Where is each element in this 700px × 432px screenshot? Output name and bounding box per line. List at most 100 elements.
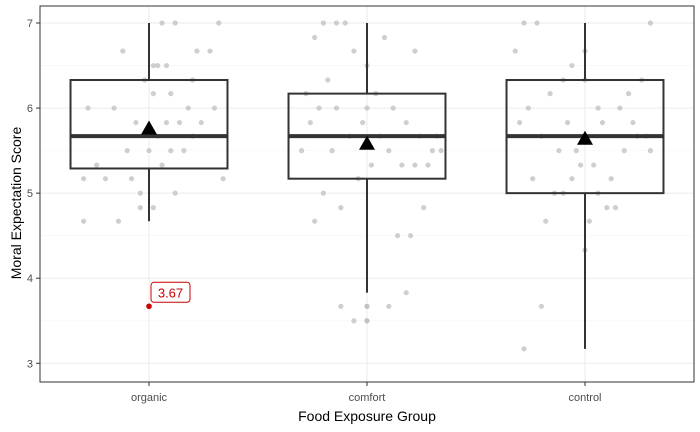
mean-marker	[141, 120, 157, 135]
data-point	[621, 148, 627, 154]
data-point	[342, 20, 348, 26]
data-point	[578, 162, 584, 168]
data-point	[390, 105, 396, 111]
data-point	[538, 303, 545, 309]
highlighted-point	[146, 303, 152, 310]
data-point	[512, 48, 518, 54]
y-tick-label: 3	[27, 358, 33, 370]
data-point	[521, 346, 527, 352]
data-point	[647, 20, 654, 26]
data-point	[320, 190, 326, 196]
data-point	[150, 205, 156, 211]
points-layer	[81, 20, 654, 352]
data-point	[333, 105, 340, 111]
data-point	[312, 34, 318, 41]
data-point	[163, 119, 170, 126]
outlier-label-box	[150, 281, 191, 303]
data-point	[569, 62, 575, 69]
data-point	[630, 119, 636, 126]
data-point	[325, 77, 331, 83]
data-point	[556, 148, 562, 154]
data-point	[120, 48, 126, 54]
data-point	[591, 162, 597, 168]
data-point	[364, 318, 370, 324]
data-point	[586, 218, 592, 224]
data-point	[150, 91, 156, 97]
data-point	[146, 148, 152, 154]
data-point	[216, 20, 222, 26]
data-point	[608, 176, 614, 182]
y-tick-label: 6	[27, 103, 33, 115]
data-point	[386, 303, 392, 309]
x-axis: organic comfort control	[131, 382, 602, 404]
data-point	[364, 303, 370, 309]
data-point	[185, 105, 191, 111]
boxes-layer	[69, 23, 665, 349]
data-point	[150, 62, 156, 69]
y-axis: 3 4 5 6 7	[27, 18, 40, 370]
data-point	[338, 303, 344, 309]
data-point	[612, 205, 619, 211]
data-point	[320, 20, 326, 26]
data-point	[521, 20, 527, 26]
data-point	[381, 34, 388, 41]
data-point	[525, 105, 531, 111]
data-point	[604, 205, 610, 211]
data-point	[429, 148, 435, 154]
data-point	[159, 20, 165, 26]
data-point	[168, 91, 174, 97]
data-point	[351, 48, 357, 54]
data-point	[137, 190, 143, 196]
data-point	[626, 91, 632, 97]
y-tick-label: 4	[27, 273, 33, 285]
x-tick-label: organic	[131, 392, 168, 404]
data-point	[316, 105, 322, 111]
data-point	[647, 148, 654, 154]
data-point	[517, 119, 523, 126]
data-point	[399, 162, 405, 168]
data-point	[102, 176, 108, 182]
data-point	[155, 62, 161, 69]
data-point	[386, 148, 392, 154]
data-point	[115, 218, 122, 224]
x-tick-label: comfort	[349, 392, 386, 404]
data-point	[403, 119, 409, 126]
data-point	[364, 105, 370, 111]
data-point	[617, 105, 623, 111]
data-point	[172, 190, 178, 196]
data-point	[220, 176, 226, 182]
data-point	[329, 148, 335, 154]
box	[69, 79, 229, 170]
mean-marker	[359, 135, 375, 150]
data-point	[194, 48, 200, 54]
data-point	[312, 218, 318, 224]
data-point	[94, 162, 100, 168]
data-point	[176, 119, 183, 126]
data-point	[547, 91, 553, 97]
data-point	[207, 48, 213, 54]
data-point	[172, 20, 178, 26]
data-point	[211, 105, 217, 111]
data-point	[408, 233, 414, 239]
data-point	[133, 119, 139, 126]
data-point	[412, 48, 418, 54]
data-point	[599, 119, 606, 126]
data-point	[124, 148, 130, 154]
data-point	[438, 148, 444, 154]
y-tick-label: 5	[27, 188, 33, 200]
data-point	[573, 148, 579, 154]
data-point	[394, 233, 401, 239]
data-point	[595, 105, 601, 111]
data-point	[360, 119, 366, 126]
data-point	[569, 176, 575, 182]
data-point	[534, 20, 540, 26]
data-point	[543, 218, 549, 224]
data-point	[564, 119, 571, 126]
data-point	[128, 176, 135, 182]
outlier-label: 3.67	[158, 285, 183, 300]
data-point	[111, 105, 117, 111]
data-point	[168, 148, 174, 154]
data-point	[338, 205, 344, 211]
data-point	[530, 176, 536, 182]
